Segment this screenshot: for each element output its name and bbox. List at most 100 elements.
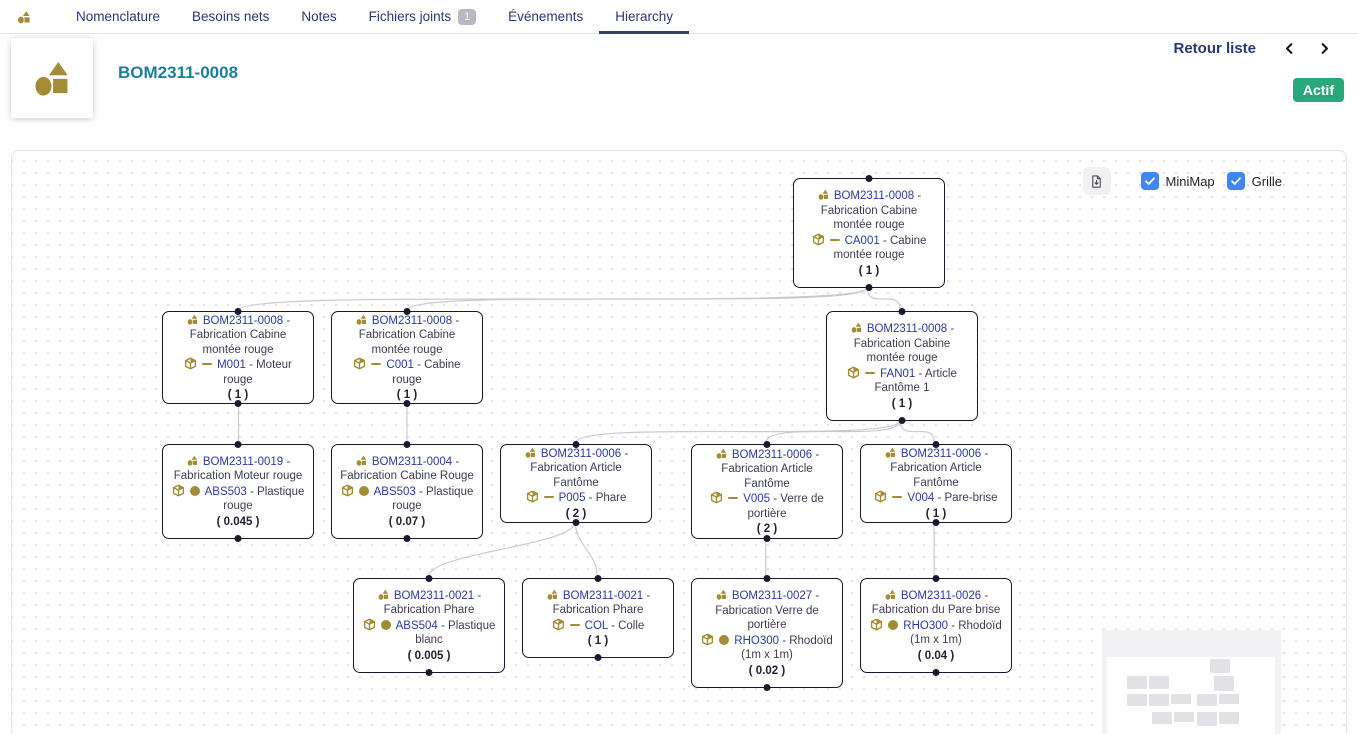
article-link[interactable]: ABS504: [395, 619, 438, 632]
node-handle-top[interactable]: [763, 441, 771, 448]
bom-icon: [885, 589, 895, 600]
chevron-right-icon[interactable]: [1315, 39, 1334, 58]
bom-logo-icon: [35, 62, 68, 96]
grid-toggle[interactable]: Grille: [1226, 172, 1282, 190]
bom-link[interactable]: BOM2311-0021: [393, 589, 475, 602]
flow-node[interactable]: BOM2311-0019 - Fabrication Moteur rouge A…: [162, 441, 314, 542]
node-handle-top[interactable]: [932, 441, 940, 448]
node-handle-bottom[interactable]: [763, 535, 771, 542]
bom-logo-icon: [16, 9, 32, 25]
article-link[interactable]: CA001: [844, 234, 880, 247]
article-link[interactable]: RHO300: [734, 634, 780, 647]
tab-nomenclature[interactable]: Nomenclature: [60, 0, 176, 33]
flow-node[interactable]: BOM2311-0008 - Fabrication Cabine montée…: [331, 308, 483, 407]
flow-node[interactable]: BOM2311-0008 - Fabrication Cabine montée…: [826, 308, 978, 424]
article-link[interactable]: COL: [584, 619, 608, 632]
node-handle-bottom[interactable]: [234, 535, 242, 542]
bom-link[interactable]: BOM2311-0019: [202, 455, 284, 468]
bom-link[interactable]: BOM2311-0008: [371, 314, 453, 327]
bom-link[interactable]: BOM2311-0021: [562, 589, 644, 602]
node-handle-bottom[interactable]: [425, 669, 433, 676]
node-article-line: V005 - Verre de portière: [700, 491, 834, 521]
grid-checkbox[interactable]: [1226, 172, 1245, 190]
bom-icon: [818, 189, 828, 200]
tab-evenements[interactable]: Événements: [492, 0, 599, 33]
flow-node[interactable]: BOM2311-0026 - Fabrication du Pare brise…: [860, 575, 1012, 676]
flow-node[interactable]: BOM2311-0027 - Fabrication Verre de port…: [691, 575, 843, 691]
node-bom-line: BOM2311-0027 - Fabrication Verre de port…: [715, 589, 820, 631]
chevron-left-icon[interactable]: [1280, 39, 1299, 58]
bom-link[interactable]: BOM2311-0004: [371, 455, 453, 468]
node-handle-bottom[interactable]: [403, 535, 411, 542]
node-handle-top[interactable]: [234, 441, 242, 448]
node-quantity: ( 0.005 ): [407, 649, 451, 662]
tab-fichiers-joints[interactable]: Fichiers joints 1: [353, 0, 493, 33]
article-link[interactable]: ABS503: [204, 485, 247, 498]
node-handle-bottom[interactable]: [932, 519, 940, 526]
tab-notes[interactable]: Notes: [285, 0, 352, 33]
node-article-line: P005 - Phare: [509, 490, 643, 506]
node-handle-bottom[interactable]: [898, 417, 906, 424]
dash-icon: [543, 496, 554, 499]
bom-link[interactable]: BOM2311-0026: [900, 589, 982, 602]
node-handle-bottom[interactable]: [594, 654, 602, 661]
node-quantity: ( 1 ): [925, 507, 947, 520]
flow-node[interactable]: BOM2311-0006 - Fabrication Article Fantô…: [691, 441, 843, 542]
bom-link[interactable]: BOM2311-0008: [833, 190, 915, 202]
minimap[interactable]: [1102, 630, 1281, 734]
node-handle-bottom[interactable]: [865, 284, 873, 291]
node-handle-bottom[interactable]: [932, 669, 940, 676]
flow-node[interactable]: BOM2311-0006 - Fabrication Article Fantô…: [860, 441, 1012, 526]
circle-icon: [358, 485, 369, 496]
article-link[interactable]: ABS503: [373, 485, 416, 498]
minimap-checkbox[interactable]: [1140, 172, 1159, 190]
tab-besoins-nets[interactable]: Besoins nets: [176, 0, 285, 33]
node-handle-top[interactable]: [234, 308, 242, 315]
node-handle-top[interactable]: [898, 308, 906, 315]
node-quantity: ( 2 ): [565, 507, 587, 520]
node-handle-bottom[interactable]: [572, 519, 580, 526]
node-handle-top[interactable]: [403, 441, 411, 448]
article-link[interactable]: V005: [743, 493, 771, 505]
node-handle-top[interactable]: [425, 575, 433, 582]
node-handle-top[interactable]: [403, 308, 411, 315]
article-link[interactable]: M001: [217, 359, 246, 371]
export-image-button[interactable]: [1082, 167, 1111, 195]
back-to-list-link[interactable]: Retour liste: [1173, 40, 1256, 57]
article-link[interactable]: FAN01: [880, 367, 916, 380]
minimap-node: [1218, 711, 1239, 725]
node-handle-bottom[interactable]: [763, 684, 771, 691]
bom-icon: [547, 589, 557, 600]
flow-node[interactable]: BOM2311-0021 - Fabrication Phare COL - Co…: [522, 575, 674, 661]
node-handle-top[interactable]: [594, 575, 602, 582]
article-link[interactable]: C001: [386, 359, 414, 371]
node-handle-bottom[interactable]: [403, 400, 411, 407]
article-link[interactable]: RHO300: [903, 619, 949, 632]
node-handle-top[interactable]: [763, 575, 771, 582]
flow-node[interactable]: BOM2311-0004 - Fabrication Cabine Rouge A…: [331, 441, 483, 542]
bom-link[interactable]: BOM2311-0006: [540, 447, 622, 460]
circle-icon: [189, 485, 200, 496]
node-handle-top[interactable]: [932, 575, 940, 582]
article-link[interactable]: V004: [907, 492, 935, 505]
minimap-toggle[interactable]: MiniMap: [1140, 172, 1215, 190]
flow-node[interactable]: BOM2311-0008 - Fabrication Cabine montée…: [793, 175, 945, 291]
flow-node[interactable]: BOM2311-0008 - Fabrication Cabine montée…: [162, 308, 314, 407]
circle-icon: [380, 619, 391, 630]
bom-link[interactable]: BOM2311-0008: [202, 314, 284, 327]
bom-link[interactable]: BOM2311-0008: [866, 323, 948, 335]
bom-link[interactable]: BOM2311-0006: [731, 448, 813, 461]
bom-link[interactable]: BOM2311-0006: [900, 447, 982, 460]
bom-link[interactable]: BOM2311-0027: [731, 590, 813, 602]
flow-node[interactable]: BOM2311-0021 - Fabrication Phare ABS504 -…: [353, 575, 505, 676]
article-link[interactable]: P005: [558, 492, 586, 505]
minimap-node: [1149, 693, 1170, 707]
node-quantity: ( 0.02 ): [748, 664, 786, 677]
tab-hierarchy[interactable]: Hierarchy: [599, 0, 689, 34]
flow-canvas[interactable]: BOM2311-0008 - Fabrication Cabine montée…: [11, 150, 1347, 734]
record-header: BOM2311-0008 Retour liste Actif: [0, 34, 1358, 150]
node-handle-bottom[interactable]: [234, 400, 242, 407]
node-handle-top[interactable]: [572, 441, 580, 448]
node-handle-top[interactable]: [865, 175, 873, 182]
flow-node[interactable]: BOM2311-0006 - Fabrication Article Fantô…: [500, 441, 652, 526]
